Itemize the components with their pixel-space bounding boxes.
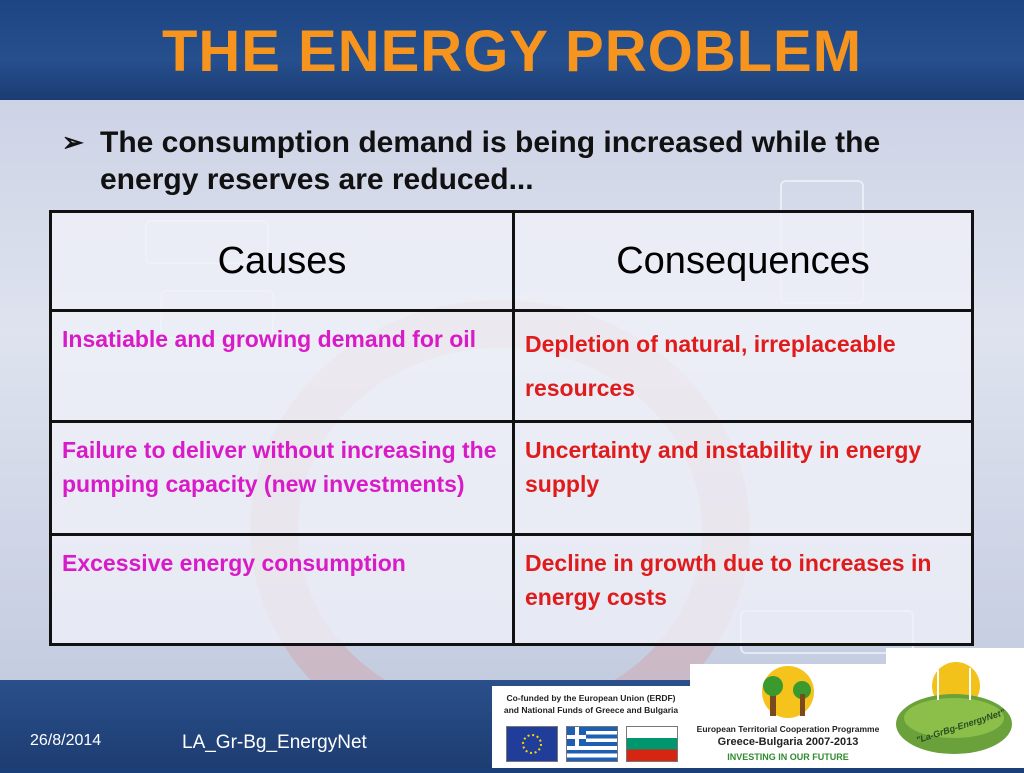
footer-project-name: LA_Gr-Bg_EnergyNet (182, 732, 367, 753)
cause-cell: Insatiable and growing demand for oil (49, 309, 515, 423)
header-consequences: Consequences (512, 210, 974, 312)
causes-consequences-table: Causes Consequences Insatiable and growi… (49, 210, 974, 646)
header-causes: Causes (49, 210, 515, 312)
programme-tree-icon (762, 666, 814, 718)
bulgaria-flag-icon (626, 726, 678, 762)
table-row: Failure to deliver without increasing th… (49, 420, 974, 536)
table-row: Excessive energy consumption Decline in … (49, 533, 974, 646)
programme-line-1: European Territorial Cooperation Program… (696, 724, 880, 734)
consequence-cell: Uncertainty and instability in energy su… (512, 420, 974, 536)
eu-flag-icon (506, 726, 558, 762)
table-row: Insatiable and growing demand for oil De… (49, 309, 974, 423)
eu-line-2: and National Funds of Greece and Bulgari… (503, 705, 679, 715)
slide-title: THE ENERGY PROBLEM (161, 19, 863, 84)
eu-funding-text: Co-funded by the European Union (ERDF) a… (492, 692, 690, 716)
footer-date: 26/8/2014 (30, 732, 102, 749)
consequence-cell: Decline in growth due to increases in en… (512, 533, 974, 646)
eu-stars-icon (522, 734, 542, 754)
title-band (0, 0, 1024, 100)
bullet-text: The consumption demand is being increase… (100, 126, 881, 196)
arrow-bullet-icon: ➢ (62, 127, 84, 157)
eu-line-1: Co-funded by the European Union (ERDF) (506, 693, 676, 703)
energynet-globe-icon (896, 662, 1012, 754)
cause-cell: Failure to deliver without increasing th… (49, 420, 515, 536)
consequence-cell: Depletion of natural, irreplaceable reso… (512, 309, 974, 423)
cause-cell: Excessive energy consumption (49, 533, 515, 646)
programme-line-2: Greece-Bulgaria 2007-2013 (717, 736, 859, 748)
programme-logo: European Territorial Cooperation Program… (690, 664, 886, 768)
programme-line-3: INVESTING IN OUR FUTURE (727, 752, 849, 762)
eu-funding-logo: Co-funded by the European Union (ERDF) a… (492, 686, 690, 768)
energynet-logo: "La-GrBg-EnergyNet" (886, 648, 1024, 768)
table-header-row: Causes Consequences (49, 210, 974, 312)
greece-flag-icon (566, 726, 618, 762)
